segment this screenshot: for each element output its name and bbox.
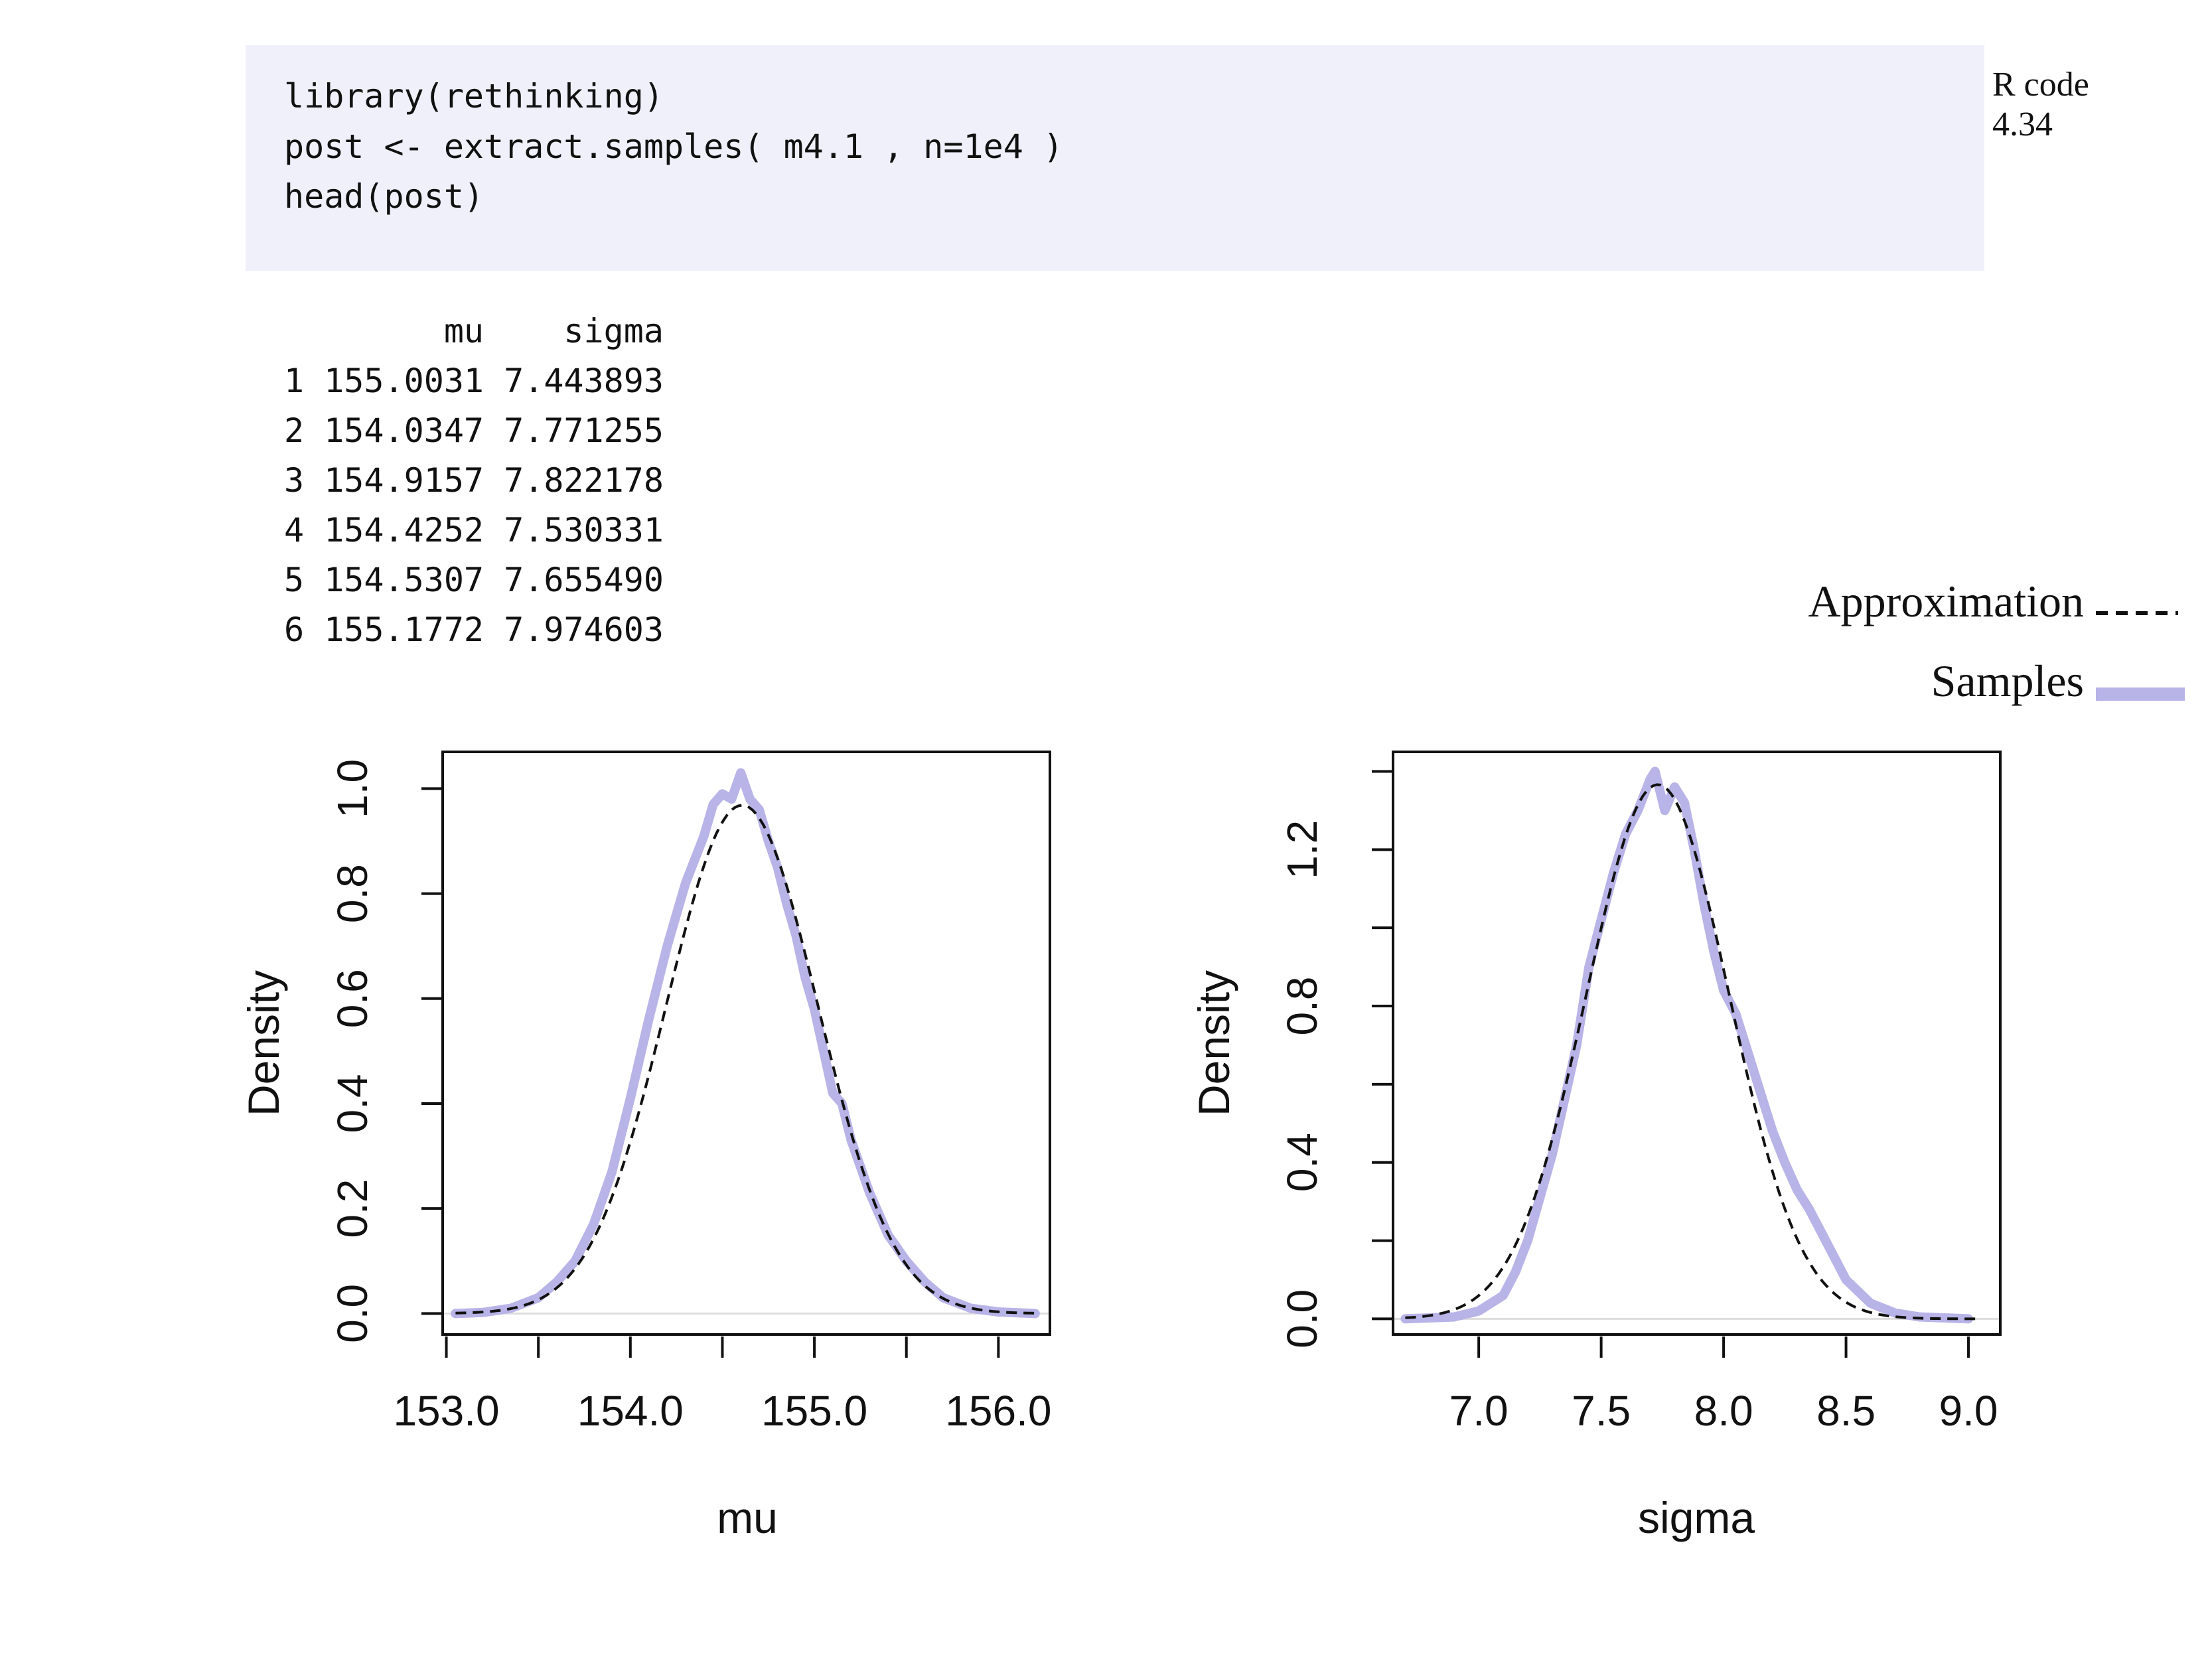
x-axis-title: mu [717, 1493, 778, 1542]
y-tick-label: 0.6 [329, 969, 376, 1028]
y-tick-label: 0.0 [1278, 1289, 1326, 1348]
y-tick-label: 0.4 [1278, 1133, 1326, 1192]
y-tick-label: 1.2 [1278, 820, 1326, 879]
legend-approximation-label: Approximation [1808, 576, 2084, 626]
y-axis-title: Density [1189, 970, 1238, 1116]
plot-frame [441, 751, 1051, 1336]
x-tick-label: 9.0 [1939, 1387, 1998, 1435]
y-tick-label: 0.4 [329, 1074, 376, 1133]
x-tick-label: 156.0 [945, 1387, 1051, 1435]
output-row: 2 154.0347 7.771255 [284, 411, 664, 450]
y-tick-label: 0.0 [329, 1284, 376, 1343]
y-tick-label: 1.0 [329, 759, 376, 818]
chart-mu: 153.0 154.0 155.0 156.0 0.0 0.2 0.4 0.6 0.8 1.0 mu… [239, 751, 1051, 1542]
code-line: post <- extract.samples( m4.1 , n=1e4 ) [284, 127, 1063, 166]
console-output: mu sigma 1 155.0031 7.443893 2 154.0347 … [284, 307, 664, 655]
y-tick-label: 0.8 [329, 864, 376, 923]
x-axis-title: sigma [1638, 1493, 1755, 1542]
code-block: library(rethinking) post <- extract.samp… [246, 45, 1984, 271]
code-line: library(rethinking) [284, 77, 664, 115]
y-tick-label: 0.8 [1278, 977, 1326, 1036]
x-tick-label: 154.0 [577, 1387, 684, 1435]
legend-samples-label: Samples [1931, 656, 2084, 706]
x-tick-label: 8.0 [1694, 1387, 1753, 1435]
output-row: 6 155.1772 7.974603 [284, 611, 664, 649]
output-row: 4 154.4252 7.530331 [284, 511, 664, 549]
x-tick-label: 8.5 [1816, 1387, 1876, 1435]
output-row: 5 154.5307 7.655490 [284, 561, 664, 599]
y-axis-title: Density [239, 970, 288, 1116]
approximation-density-line [1405, 783, 1981, 1321]
approximation-density-line [455, 804, 1035, 1315]
y-tick-label: 0.2 [329, 1179, 376, 1238]
output-row: 3 154.9157 7.822178 [284, 461, 664, 500]
output-header-row: mu sigma [284, 312, 664, 350]
r-code-label-title: R code [1992, 66, 2089, 104]
samples-density-line [451, 768, 1040, 1319]
legend-samples-swatch [2096, 687, 2185, 701]
x-tick-label: 153.0 [393, 1387, 499, 1435]
r-code-label: R code 4.34 [1992, 65, 2089, 145]
legend-approximation-swatch [2096, 611, 2178, 615]
samples-density-line [1400, 766, 1973, 1324]
plot-frame [1392, 751, 2002, 1336]
x-tick-label: 7.0 [1449, 1387, 1509, 1435]
x-tick-label: 7.5 [1572, 1387, 1631, 1435]
legend: Approximation Samples [1726, 571, 2190, 730]
output-row: 1 155.0031 7.443893 [284, 362, 664, 400]
r-code-label-number: 4.34 [1992, 106, 2053, 143]
x-tick-label: 155.0 [761, 1387, 867, 1435]
chart-sigma: 7.0 7.5 8.0 8.5 9.0 0.0 0.4 0.8 1.2 sigma Density [1189, 751, 2002, 1542]
code-line: head(post) [284, 177, 484, 216]
